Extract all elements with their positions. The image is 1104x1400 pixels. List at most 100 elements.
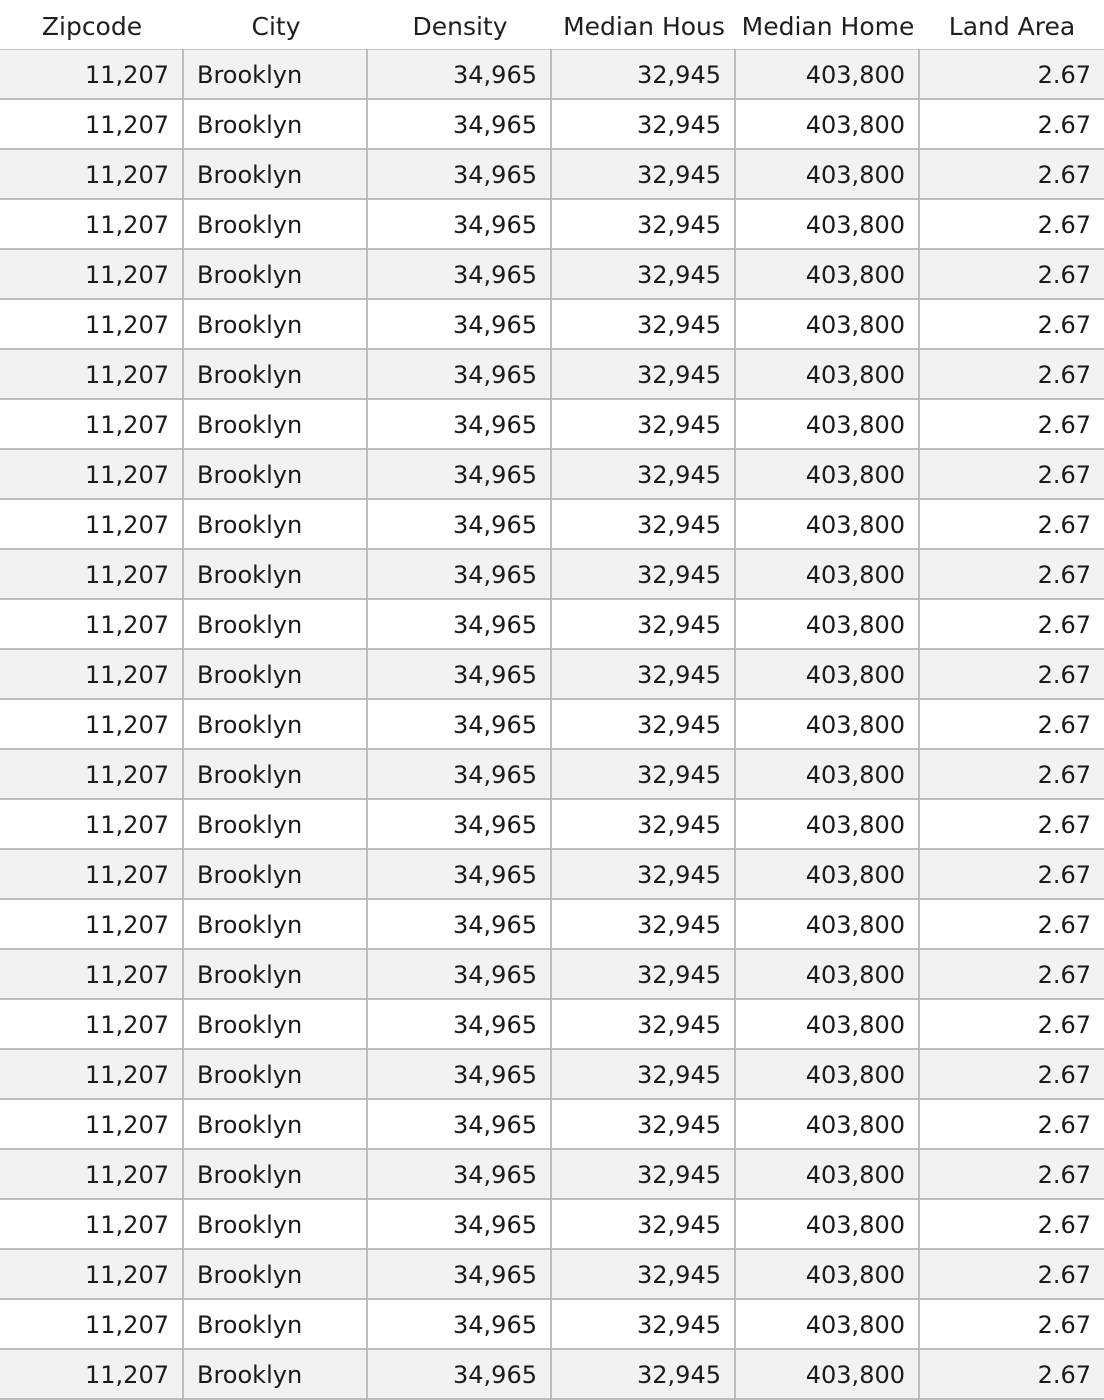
zipcode-cell[interactable]: 11,207 — [0, 200, 184, 248]
land-area-cell[interactable]: 2.67 — [1037, 461, 1091, 489]
zipcode-cell[interactable]: 11,207 — [0, 700, 184, 748]
density-cell[interactable]: 34,965 — [368, 1150, 552, 1198]
table-row[interactable]: 11,207 Brooklyn 34,965 32,945 403,800 2.67 — [0, 700, 1104, 750]
land-area-cell[interactable]: 2.67 — [1037, 211, 1091, 239]
land-area-cell[interactable]: 2.67 — [1037, 361, 1091, 389]
land-area-cell[interactable]: 2.67 — [1037, 1361, 1091, 1389]
median-household-income-cell[interactable]: 32,945 — [552, 250, 736, 298]
table-row[interactable]: 11,207 Brooklyn 34,965 32,945 403,800 2.67 — [0, 1000, 1104, 1050]
zipcode-cell[interactable]: 11,207 — [0, 650, 184, 698]
median-household-income-cell[interactable]: 32,945 — [552, 1050, 736, 1098]
land-area-cell[interactable]: 2.67 — [1037, 1261, 1091, 1289]
zipcode-cell[interactable]: 11,207 — [0, 1200, 184, 1248]
density-cell[interactable]: 34,965 — [368, 150, 552, 198]
median-household-income-cell[interactable]: 32,945 — [552, 1000, 736, 1048]
table-row[interactable]: 11,207 Brooklyn 34,965 32,945 403,800 2.67 — [0, 250, 1104, 300]
city-cell[interactable]: Brooklyn — [184, 950, 368, 998]
land-area-cell[interactable]: 2.67 — [1037, 811, 1091, 839]
median-household-income-cell[interactable]: 32,945 — [552, 500, 736, 548]
land-area-cell[interactable]: 2.67 — [1037, 1061, 1091, 1089]
land-area-cell[interactable]: 2.67 — [1037, 311, 1091, 339]
median-household-income-cell[interactable]: 32,945 — [552, 50, 736, 98]
density-cell[interactable]: 34,965 — [368, 900, 552, 948]
city-cell[interactable]: Brooklyn — [184, 850, 368, 898]
column-header-density[interactable]: Density — [412, 12, 508, 41]
land-area-cell[interactable]: 2.67 — [1037, 761, 1091, 789]
median-home-value-cell[interactable]: 403,800 — [736, 700, 920, 748]
city-cell[interactable]: Brooklyn — [184, 1050, 368, 1098]
city-cell[interactable]: Brooklyn — [184, 600, 368, 648]
median-household-income-cell[interactable]: 32,945 — [552, 1300, 736, 1348]
median-home-value-cell[interactable]: 403,800 — [736, 1200, 920, 1248]
zipcode-cell[interactable]: 11,207 — [0, 150, 184, 198]
city-cell[interactable]: Brooklyn — [184, 300, 368, 348]
median-household-income-cell[interactable]: 32,945 — [552, 150, 736, 198]
density-cell[interactable]: 34,965 — [368, 300, 552, 348]
zipcode-cell[interactable]: 11,207 — [0, 50, 184, 98]
median-household-income-cell[interactable]: 32,945 — [552, 1100, 736, 1148]
median-home-value-cell[interactable]: 403,800 — [736, 600, 920, 648]
median-home-value-cell[interactable]: 403,800 — [736, 300, 920, 348]
density-cell[interactable]: 34,965 — [368, 400, 552, 448]
median-household-income-cell[interactable]: 32,945 — [552, 1250, 736, 1298]
table-row[interactable]: 11,207 Brooklyn 34,965 32,945 403,800 2.67 — [0, 1350, 1104, 1400]
density-cell[interactable]: 34,965 — [368, 550, 552, 598]
land-area-cell[interactable]: 2.67 — [1037, 911, 1091, 939]
zipcode-cell[interactable]: 11,207 — [0, 450, 184, 498]
density-cell[interactable]: 34,965 — [368, 1300, 552, 1348]
zipcode-cell[interactable]: 11,207 — [0, 350, 184, 398]
median-home-value-cell[interactable]: 403,800 — [736, 100, 920, 148]
zipcode-cell[interactable]: 11,207 — [0, 1300, 184, 1348]
column-header-land-area[interactable]: Land Area — [948, 12, 1076, 41]
table-row[interactable]: 11,207 Brooklyn 34,965 32,945 403,800 2.67 — [0, 600, 1104, 650]
median-household-income-cell[interactable]: 32,945 — [552, 800, 736, 848]
median-household-income-cell[interactable]: 32,945 — [552, 1150, 736, 1198]
density-cell[interactable]: 34,965 — [368, 500, 552, 548]
land-area-cell[interactable]: 2.67 — [1037, 1111, 1091, 1139]
median-household-income-cell[interactable]: 32,945 — [552, 400, 736, 448]
median-household-income-cell[interactable]: 32,945 — [552, 450, 736, 498]
land-area-cell[interactable]: 2.67 — [1037, 1311, 1091, 1339]
city-cell[interactable]: Brooklyn — [184, 1150, 368, 1198]
land-area-cell[interactable]: 2.67 — [1037, 561, 1091, 589]
column-header-median-household-income[interactable]: Median Hous — [563, 12, 725, 41]
median-home-value-cell[interactable]: 403,800 — [736, 1000, 920, 1048]
density-cell[interactable]: 34,965 — [368, 650, 552, 698]
density-cell[interactable]: 34,965 — [368, 1200, 552, 1248]
table-row[interactable]: 11,207 Brooklyn 34,965 32,945 403,800 2.67 — [0, 750, 1104, 800]
zipcode-cell[interactable]: 11,207 — [0, 300, 184, 348]
city-cell[interactable]: Brooklyn — [184, 200, 368, 248]
median-home-value-cell[interactable]: 403,800 — [736, 650, 920, 698]
table-row[interactable]: 11,207 Brooklyn 34,965 32,945 403,800 2.67 — [0, 800, 1104, 850]
city-cell[interactable]: Brooklyn — [184, 250, 368, 298]
median-home-value-cell[interactable]: 403,800 — [736, 1350, 920, 1398]
table-row[interactable]: 11,207 Brooklyn 34,965 32,945 403,800 2.67 — [0, 1050, 1104, 1100]
median-home-value-cell[interactable]: 403,800 — [736, 950, 920, 998]
density-cell[interactable]: 34,965 — [368, 1350, 552, 1398]
median-home-value-cell[interactable]: 403,800 — [736, 1100, 920, 1148]
column-header-zipcode[interactable]: Zipcode — [41, 12, 143, 41]
city-cell[interactable]: Brooklyn — [184, 900, 368, 948]
table-row[interactable]: 11,207 Brooklyn 34,965 32,945 403,800 2.67 — [0, 150, 1104, 200]
density-cell[interactable]: 34,965 — [368, 50, 552, 98]
city-cell[interactable]: Brooklyn — [184, 1000, 368, 1048]
city-cell[interactable]: Brooklyn — [184, 1350, 368, 1398]
median-household-income-cell[interactable]: 32,945 — [552, 1200, 736, 1248]
table-row[interactable]: 11,207 Brooklyn 34,965 32,945 403,800 2.67 — [0, 900, 1104, 950]
city-cell[interactable]: Brooklyn — [184, 750, 368, 798]
density-cell[interactable]: 34,965 — [368, 800, 552, 848]
density-cell[interactable]: 34,965 — [368, 1050, 552, 1098]
table-row[interactable]: 11,207 Brooklyn 34,965 32,945 403,800 2.67 — [0, 950, 1104, 1000]
zipcode-cell[interactable]: 11,207 — [0, 900, 184, 948]
city-cell[interactable]: Brooklyn — [184, 50, 368, 98]
median-household-income-cell[interactable]: 32,945 — [552, 600, 736, 648]
land-area-cell[interactable]: 2.67 — [1037, 161, 1091, 189]
median-household-income-cell[interactable]: 32,945 — [552, 550, 736, 598]
city-cell[interactable]: Brooklyn — [184, 650, 368, 698]
density-cell[interactable]: 34,965 — [368, 1250, 552, 1298]
table-row[interactable]: 11,207 Brooklyn 34,965 32,945 403,800 2.67 — [0, 400, 1104, 450]
median-household-income-cell[interactable]: 32,945 — [552, 900, 736, 948]
median-home-value-cell[interactable]: 403,800 — [736, 450, 920, 498]
density-cell[interactable]: 34,965 — [368, 100, 552, 148]
median-home-value-cell[interactable]: 403,800 — [736, 850, 920, 898]
